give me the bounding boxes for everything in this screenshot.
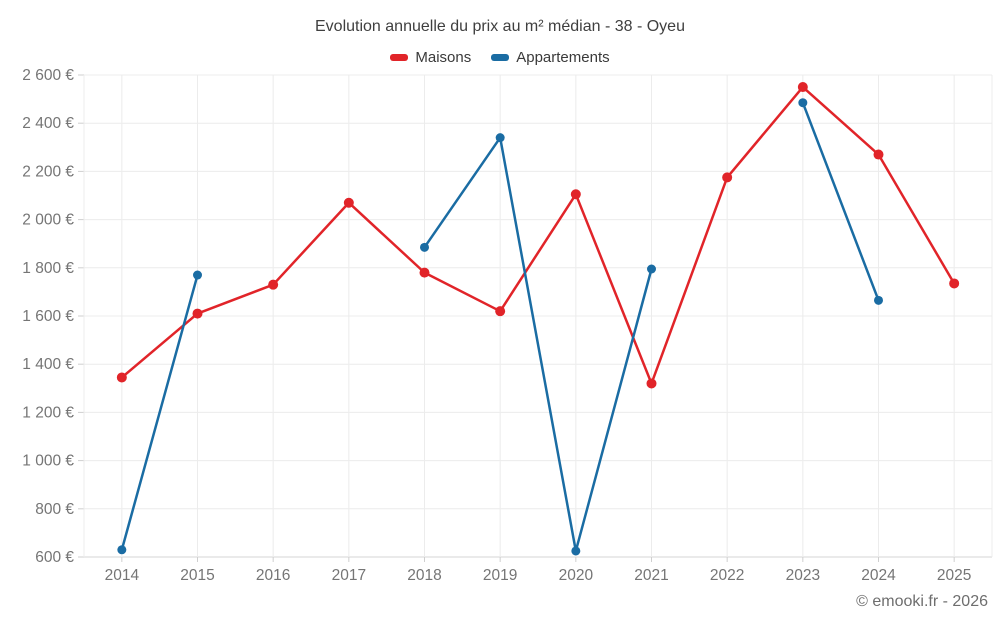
legend-item-appartements[interactable]: Appartements — [491, 48, 610, 66]
y-axis-label: 2 000 € — [22, 212, 74, 229]
y-axis-label: 2 600 € — [22, 67, 74, 84]
y-axis-label: 1 200 € — [22, 404, 74, 421]
x-axis-label: 2016 — [256, 567, 290, 584]
x-axis-label: 2020 — [559, 567, 594, 584]
y-axis-label: 1 800 € — [22, 260, 74, 277]
data-point-appartements-2021[interactable] — [647, 264, 656, 274]
legend-label-maisons: Maisons — [415, 48, 472, 66]
series-line-appartements — [801, 101, 880, 302]
x-axis-label: 2017 — [332, 567, 366, 584]
data-point-appartements-2018[interactable] — [420, 242, 429, 252]
data-point-maisons-2021[interactable] — [646, 378, 657, 389]
copyright-footer: © emooki.fr - 2026 — [856, 593, 988, 610]
data-point-maisons-2022[interactable] — [722, 172, 733, 183]
data-point-maisons-2018[interactable] — [419, 267, 430, 278]
y-axis-label: 600 € — [35, 549, 74, 566]
series-line-appartements — [423, 136, 653, 553]
data-point-maisons-2020[interactable] — [570, 189, 581, 200]
data-point-appartements-2019[interactable] — [495, 133, 505, 143]
x-axis-label: 2014 — [105, 567, 140, 584]
data-point-maisons-2017[interactable] — [343, 197, 354, 208]
data-point-maisons-2014[interactable] — [116, 372, 127, 383]
data-point-maisons-2023[interactable] — [797, 82, 808, 93]
data-point-maisons-2016[interactable] — [268, 279, 279, 290]
chart-title: Evolution annuelle du prix au m² médian … — [315, 18, 685, 35]
data-point-appartements-2023[interactable] — [798, 98, 808, 108]
y-axis-label: 1 600 € — [22, 308, 74, 325]
legend-item-maisons[interactable]: Maisons — [390, 49, 471, 66]
x-axis-label: 2025 — [937, 567, 971, 584]
x-axis-label: 2023 — [786, 567, 820, 584]
data-point-maisons-2015[interactable] — [192, 308, 203, 319]
data-point-maisons-2025[interactable] — [949, 278, 960, 289]
x-axis-label: 2022 — [710, 567, 744, 584]
y-axis-label: 1 400 € — [22, 356, 74, 373]
x-axis-label: 2021 — [634, 567, 668, 584]
maisons-series-swatch — [390, 53, 409, 61]
data-point-maisons-2024[interactable] — [873, 149, 884, 160]
data-point-maisons-2019[interactable] — [495, 306, 506, 317]
data-point-appartements-2014[interactable] — [117, 545, 127, 555]
data-point-appartements-2020[interactable] — [571, 546, 581, 556]
legend-label-appartements: Appartements — [516, 48, 610, 66]
chart-legend: Maisons Appartements — [0, 47, 1000, 67]
x-axis-label: 2018 — [407, 567, 441, 584]
data-point-appartements-2024[interactable] — [874, 295, 883, 305]
appartements-series-swatch — [491, 53, 510, 61]
series-line-maisons — [120, 85, 956, 385]
y-axis-label: 1 000 € — [22, 453, 74, 470]
data-point-appartements-2015[interactable] — [193, 270, 202, 280]
x-axis-label: 2024 — [861, 567, 896, 584]
y-axis-label: 800 € — [35, 501, 74, 518]
series-line-appartements — [120, 273, 199, 552]
y-axis-label: 2 200 € — [22, 163, 74, 180]
x-axis-label: 2015 — [180, 567, 214, 584]
x-axis-label: 2019 — [483, 567, 517, 584]
y-axis-label: 2 400 € — [22, 115, 74, 132]
